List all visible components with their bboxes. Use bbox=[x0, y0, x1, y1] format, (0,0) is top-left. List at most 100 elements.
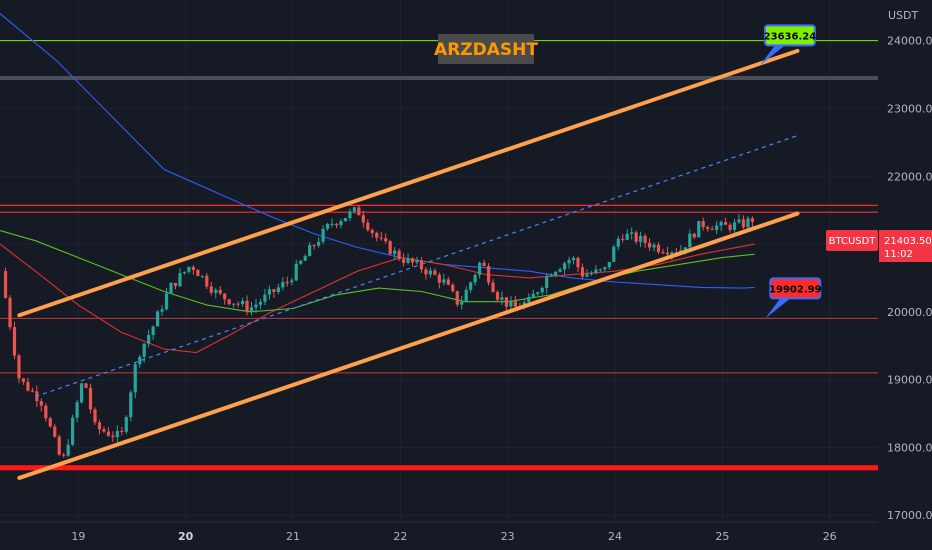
candle bbox=[240, 297, 245, 307]
symbol-tag[interactable] bbox=[826, 230, 878, 251]
candle bbox=[357, 204, 361, 216]
candle bbox=[214, 287, 218, 299]
candle bbox=[285, 276, 289, 287]
candle bbox=[106, 427, 111, 437]
candle bbox=[303, 254, 307, 261]
price-tick-label: 22000.00 bbox=[887, 170, 932, 183]
candle bbox=[321, 225, 325, 245]
candle bbox=[697, 220, 701, 238]
candle bbox=[473, 273, 477, 286]
candle bbox=[205, 272, 209, 290]
candle bbox=[737, 213, 741, 224]
candle bbox=[567, 256, 571, 269]
candle bbox=[384, 233, 388, 244]
date-tick-label: 19 bbox=[71, 530, 85, 543]
currency-label: USDT bbox=[888, 9, 919, 22]
candle bbox=[706, 225, 710, 232]
candle bbox=[625, 229, 629, 241]
candle bbox=[393, 247, 397, 260]
candle bbox=[585, 269, 589, 278]
last-price-label: 21403.50 bbox=[884, 236, 932, 247]
date-tick-label: 21 bbox=[286, 530, 300, 543]
last-price-tag bbox=[879, 230, 932, 262]
price-tick-label: 23000.00 bbox=[887, 102, 932, 115]
candle bbox=[554, 270, 558, 278]
symbol-tag-label: BTCUSDT bbox=[829, 236, 877, 247]
candle bbox=[576, 256, 580, 273]
candle bbox=[451, 282, 455, 293]
candle bbox=[612, 244, 616, 263]
candle bbox=[334, 222, 339, 229]
candle bbox=[701, 217, 705, 231]
candle bbox=[455, 290, 459, 307]
candle bbox=[164, 288, 169, 311]
candle bbox=[469, 281, 473, 293]
candle bbox=[48, 416, 52, 428]
ma-red-line bbox=[0, 243, 755, 354]
price-callouts: 23636.24 19902.99 bbox=[759, 24, 822, 319]
candle bbox=[191, 265, 195, 275]
candle bbox=[272, 288, 276, 298]
channel-lower-line[interactable] bbox=[17, 211, 800, 480]
candle bbox=[138, 354, 142, 368]
candle bbox=[598, 268, 602, 273]
channel-mid-dotted-line[interactable] bbox=[35, 135, 798, 398]
candle bbox=[290, 278, 294, 286]
candle bbox=[97, 419, 102, 435]
candle bbox=[715, 221, 719, 235]
candle bbox=[178, 267, 182, 288]
candle bbox=[294, 259, 298, 282]
candle bbox=[93, 407, 97, 426]
candle bbox=[299, 259, 303, 266]
candle bbox=[339, 218, 343, 229]
candle bbox=[236, 301, 240, 308]
channel-upper-line[interactable] bbox=[17, 48, 800, 318]
candle bbox=[509, 296, 513, 312]
candle bbox=[263, 289, 267, 306]
candle bbox=[719, 220, 723, 231]
candle bbox=[710, 225, 714, 231]
candle bbox=[460, 295, 464, 310]
trend-channel[interactable] bbox=[17, 48, 800, 480]
candle bbox=[115, 425, 119, 443]
support-callout-label: 19902.99 bbox=[769, 284, 822, 295]
candle bbox=[750, 216, 755, 228]
candle bbox=[656, 242, 661, 255]
candle bbox=[3, 267, 8, 299]
candle bbox=[196, 268, 200, 277]
candle bbox=[111, 431, 115, 443]
candle bbox=[232, 303, 236, 308]
candle bbox=[536, 291, 540, 296]
candle bbox=[442, 273, 446, 286]
candle bbox=[133, 362, 137, 399]
candle bbox=[325, 222, 330, 231]
candle bbox=[182, 271, 187, 275]
candle bbox=[330, 218, 334, 228]
candle bbox=[406, 253, 410, 265]
candle bbox=[643, 233, 647, 248]
date-tick-label: 20 bbox=[178, 530, 194, 543]
candle bbox=[84, 382, 88, 389]
candle bbox=[147, 329, 151, 348]
candle bbox=[39, 398, 43, 412]
candle bbox=[17, 353, 21, 384]
candle bbox=[504, 297, 509, 312]
candle bbox=[53, 423, 57, 438]
candlesticks bbox=[3, 204, 755, 458]
candle bbox=[540, 286, 544, 296]
candle bbox=[200, 275, 204, 279]
candle bbox=[723, 217, 728, 225]
horizontal-levels bbox=[0, 40, 878, 471]
candle bbox=[129, 390, 133, 422]
candle bbox=[21, 378, 26, 385]
candle bbox=[630, 227, 634, 240]
time-axis[interactable]: 19 20 21 22 23 24 25 26 bbox=[0, 521, 878, 543]
candle bbox=[558, 267, 562, 273]
candle bbox=[616, 236, 620, 251]
target-callout-label: 23636.24 bbox=[764, 31, 817, 42]
candle bbox=[500, 291, 504, 306]
candle bbox=[379, 231, 383, 241]
candle bbox=[151, 325, 155, 340]
candle bbox=[410, 257, 415, 267]
